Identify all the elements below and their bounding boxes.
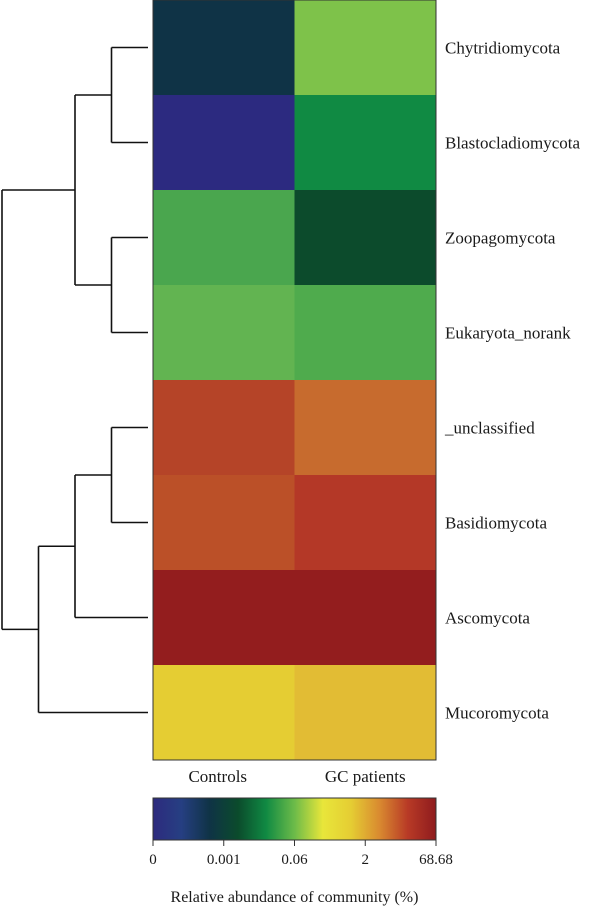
heatmap-cell bbox=[294, 665, 437, 761]
row-label: Chytridiomycota bbox=[445, 39, 561, 58]
row-label: Ascomycota bbox=[445, 609, 530, 628]
heatmap-cell bbox=[294, 380, 437, 476]
colorbar-title: Relative abundance of community (%) bbox=[171, 889, 419, 906]
colorbar-tick-label: 0.06 bbox=[281, 852, 308, 868]
heatmap-cell bbox=[153, 570, 295, 666]
dendrogram bbox=[1, 46, 148, 714]
row-label: _unclassified bbox=[444, 419, 535, 438]
heatmap-cell bbox=[153, 190, 295, 286]
heatmap-cell bbox=[153, 0, 295, 96]
row-label: Basidiomycota bbox=[445, 514, 547, 533]
column-labels: Controls GC patients bbox=[188, 767, 405, 786]
heatmap-cell bbox=[294, 95, 437, 191]
colorbar-tick-label: 0.001 bbox=[207, 852, 241, 868]
colorbar bbox=[152, 797, 437, 841]
row-label: Eukaryota_norank bbox=[445, 324, 571, 343]
row-label: Mucoromycota bbox=[445, 704, 549, 723]
colorbar-tick-label: 0 bbox=[149, 852, 157, 868]
heatmap-cell bbox=[153, 380, 295, 476]
heatmap-frame bbox=[152, 0, 437, 761]
heatmap-cell bbox=[294, 190, 437, 286]
heatmap-cell bbox=[294, 0, 437, 96]
heatmap-cell bbox=[153, 665, 295, 761]
heatmap-cell bbox=[294, 475, 437, 571]
heatmap-cells bbox=[153, 0, 437, 761]
heatmap-cell bbox=[294, 285, 437, 381]
row-labels: Chytridiomycota Blastocladiomycota Zoopago… bbox=[444, 39, 580, 723]
column-label: Controls bbox=[188, 767, 247, 786]
colorbar-ticks: 0 0.001 0.06 2 68.68 bbox=[149, 840, 453, 868]
heatmap-cell bbox=[153, 475, 295, 571]
colorbar-tick-label: 2 bbox=[362, 852, 370, 868]
heatmap-cell bbox=[153, 285, 295, 381]
heatmap-cell bbox=[294, 570, 437, 666]
column-label: GC patients bbox=[325, 767, 406, 786]
row-label: Blastocladiomycota bbox=[445, 134, 580, 153]
row-label: Zoopagomycota bbox=[445, 229, 556, 248]
heatmap-cell bbox=[153, 95, 295, 191]
colorbar-tick-label: 68.68 bbox=[419, 852, 453, 868]
